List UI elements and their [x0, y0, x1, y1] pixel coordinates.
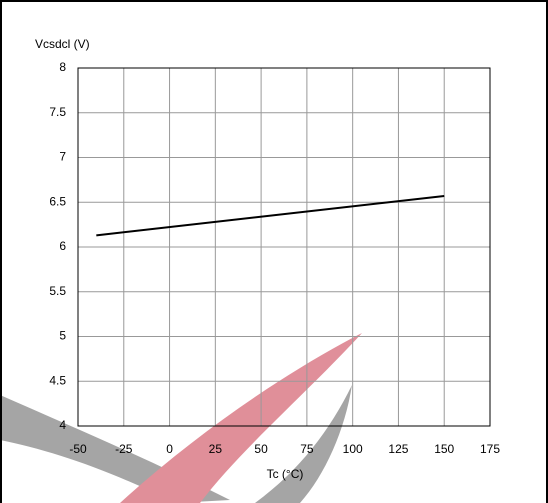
y-tick-label: 7 [59, 150, 66, 164]
x-tick-label: 100 [343, 442, 363, 456]
x-tick-label: 50 [254, 442, 268, 456]
y-tick-label: 7.5 [49, 105, 66, 119]
y-tick-label: 5.5 [49, 284, 66, 298]
x-tick-label: -50 [69, 442, 87, 456]
x-tick-label: 25 [209, 442, 223, 456]
watermark [0, 333, 362, 503]
x-tick-label: 0 [166, 442, 173, 456]
plot-border [77, 67, 491, 427]
x-tick-label: 150 [434, 442, 454, 456]
y-tick-label: 4 [59, 418, 66, 432]
y-tick-label: 6.5 [49, 194, 66, 208]
x-tick-label: 175 [480, 442, 500, 456]
y-tick-label: 6 [59, 239, 66, 253]
data-line [96, 194, 445, 237]
x-axis-label: Tc (°C) [267, 467, 304, 481]
y-tick-label: 5 [59, 329, 66, 343]
x-tick-label: 75 [300, 442, 314, 456]
x-tick-label: -25 [115, 442, 133, 456]
y-axis-label: Vcsdcl (V) [35, 37, 90, 51]
x-tick-label: 125 [388, 442, 408, 456]
y-tick-label: 4.5 [49, 373, 66, 387]
y-tick-label: 8 [59, 60, 66, 74]
